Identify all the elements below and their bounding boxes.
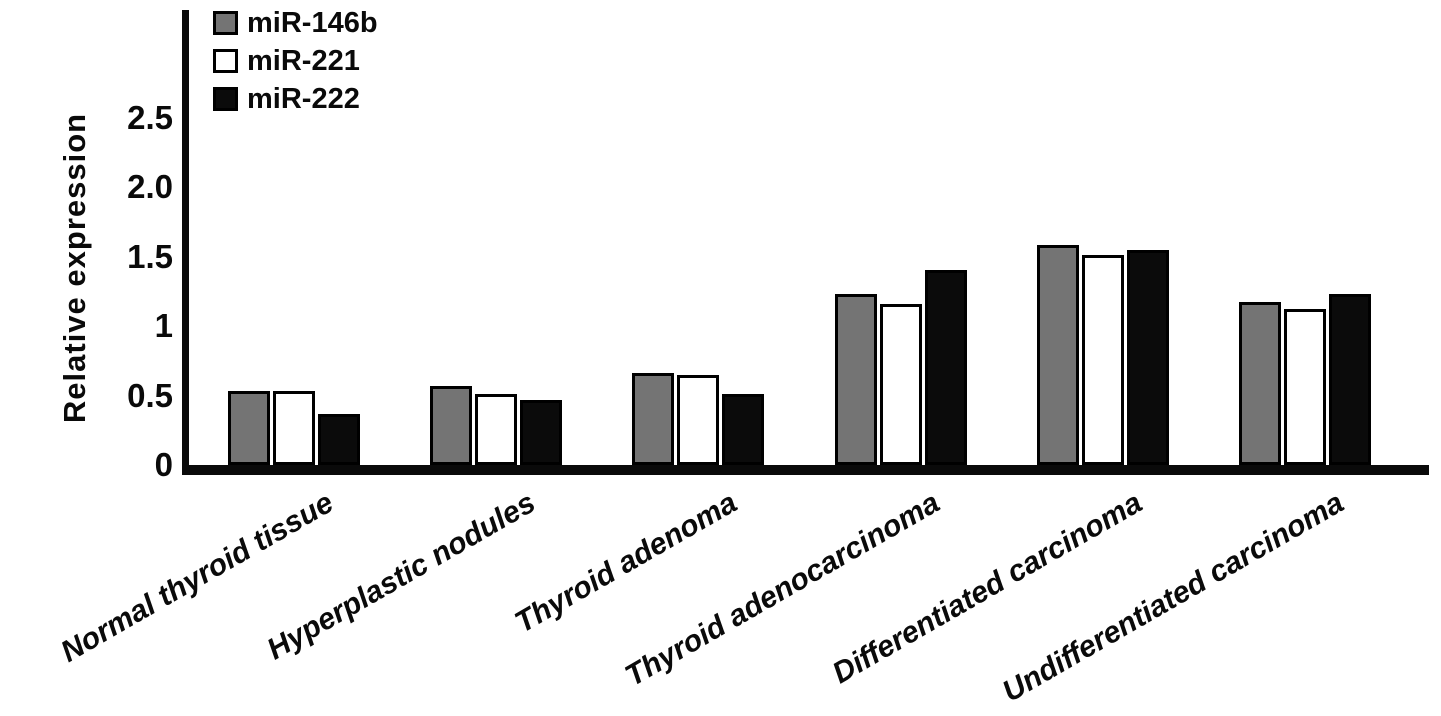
bar-mir-222-differentiated-carcinoma — [1127, 250, 1169, 465]
y-tick-label-0: 0 — [154, 446, 173, 483]
bar-mir-146b-thyroid-adenocarcinoma — [835, 294, 877, 465]
bar-mir-221-thyroid-adenoma — [677, 375, 719, 465]
legend-item-mir-221: miR-221 — [213, 42, 378, 80]
legend-swatch-mir-146b — [213, 11, 238, 35]
bar-mir-221-hyperplastic-nodules — [475, 394, 517, 465]
y-tick-label-2-5: 2.5 — [127, 99, 173, 136]
legend-label-mir-221: miR-221 — [247, 45, 360, 77]
y-tick-label-1-5: 1.5 — [127, 238, 173, 275]
bar-mir-221-undifferentiated-carcinoma — [1284, 309, 1326, 465]
bar-mir-146b-undifferentiated-carcinoma — [1239, 302, 1281, 465]
legend-item-mir-146b: miR-146b — [213, 4, 378, 42]
bar-mir-222-undifferentiated-carcinoma — [1329, 294, 1371, 465]
x-axis-label-undifferentiated-carcinoma: Undifferentiated carcinoma — [997, 486, 1350, 709]
legend-swatch-mir-221 — [213, 49, 238, 73]
legend-label-mir-146b: miR-146b — [247, 7, 378, 39]
y-axis-line — [182, 10, 189, 475]
bar-mir-222-normal-thyroid-tissue — [318, 414, 360, 465]
bar-mir-222-thyroid-adenoma — [722, 394, 764, 465]
y-tick-label-1: 1 — [154, 307, 173, 344]
legend-swatch-mir-222 — [213, 87, 238, 111]
legend: miR-146b miR-221 miR-222 — [213, 4, 378, 118]
bar-mir-221-differentiated-carcinoma — [1082, 255, 1124, 465]
x-axis-label-thyroid-adenocarcinoma: Thyroid adenocarcinoma — [620, 486, 946, 693]
y-tick-label-0-5: 0.5 — [127, 377, 173, 414]
y-axis-title: Relative expression — [57, 112, 92, 424]
bar-mir-146b-thyroid-adenoma — [632, 373, 674, 465]
legend-item-mir-222: miR-222 — [213, 80, 378, 118]
bar-mir-146b-hyperplastic-nodules — [430, 386, 472, 465]
bar-mir-222-thyroid-adenocarcinoma — [925, 270, 967, 465]
bar-mir-146b-normal-thyroid-tissue — [228, 391, 270, 465]
bar-mir-221-thyroid-adenocarcinoma — [880, 304, 922, 465]
legend-label-mir-222: miR-222 — [247, 83, 360, 115]
bar-mir-221-normal-thyroid-tissue — [273, 391, 315, 465]
bar-mir-146b-differentiated-carcinoma — [1037, 245, 1079, 465]
bar-mir-222-hyperplastic-nodules — [520, 400, 562, 465]
y-tick-label-2-0: 2.0 — [127, 168, 173, 205]
x-axis-line — [182, 465, 1429, 475]
